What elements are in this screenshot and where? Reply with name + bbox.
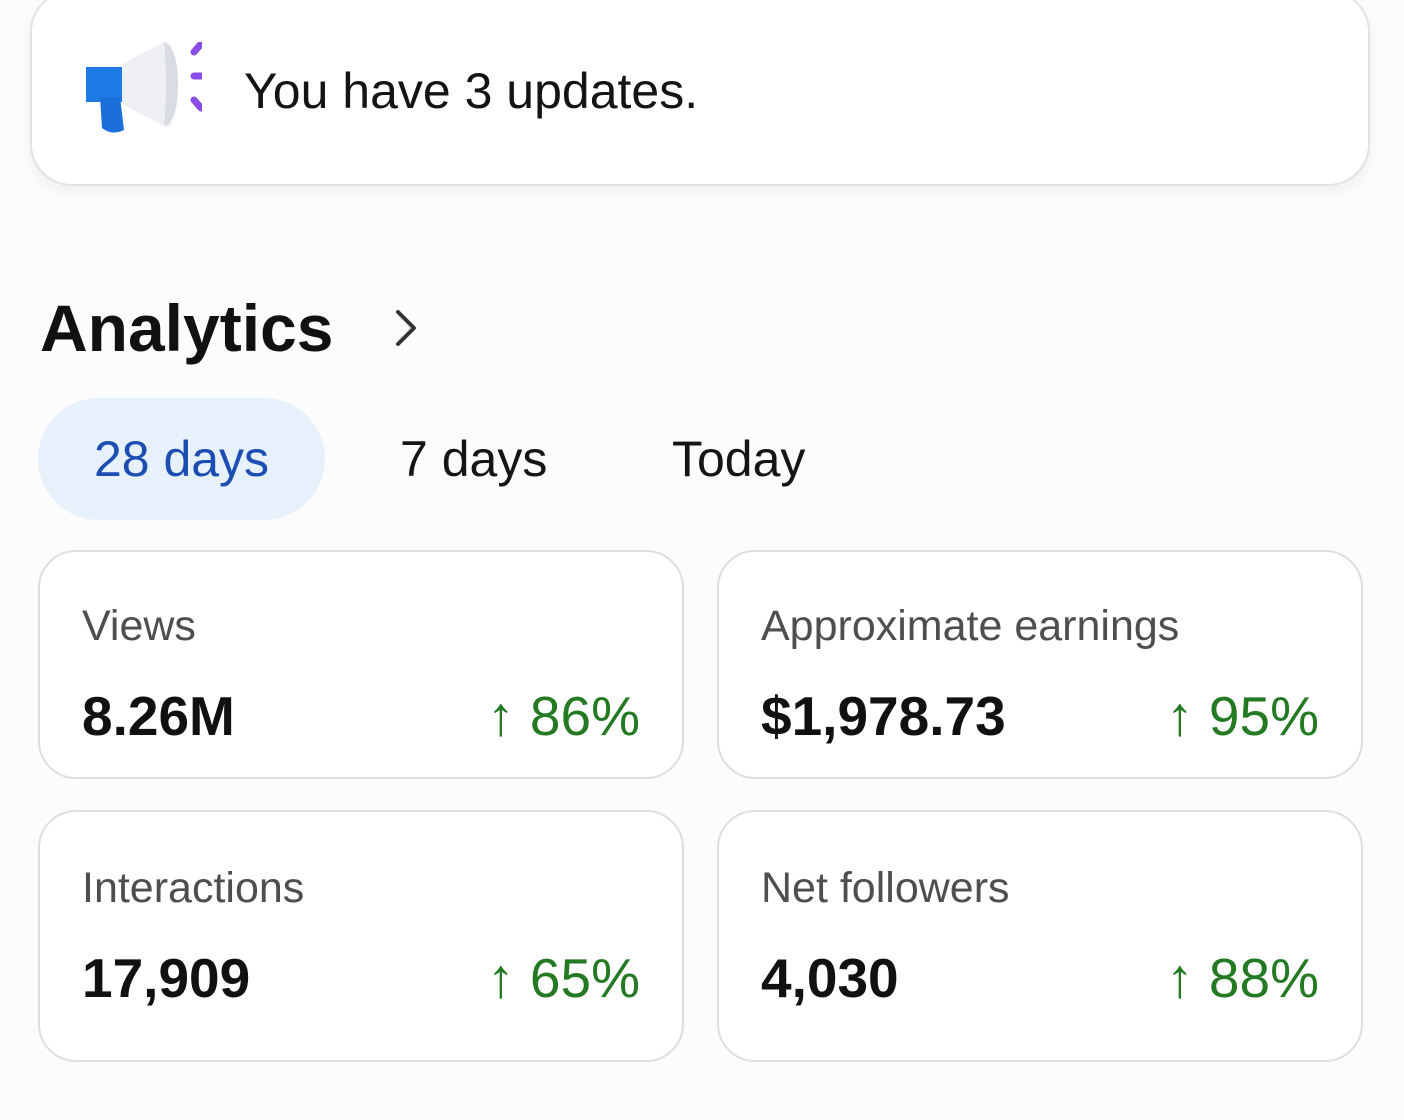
tab[interactable]: Today: [672, 431, 806, 487]
tab[interactable]: 7 days: [400, 431, 548, 487]
stat-value: 4,030: [761, 947, 899, 1009]
stat-card[interactable]: Interactions 17,909 ↑ 65%: [38, 810, 684, 1062]
stat-change: ↑ 86%: [487, 685, 640, 747]
tab[interactable]: 28 days: [38, 398, 325, 520]
stat-value: 8.26M: [82, 685, 235, 747]
stat-change: ↑ 65%: [487, 947, 640, 1009]
stat-value: $1,978.73: [761, 685, 1006, 747]
section-title[interactable]: Analytics: [40, 291, 334, 365]
stat-label: Net followers: [761, 864, 1010, 912]
stat-label: Approximate earnings: [761, 602, 1180, 650]
stat-value: 17,909: [82, 947, 251, 1009]
stat-change: ↑ 95%: [1166, 685, 1319, 747]
megaphone-icon: [86, 42, 202, 133]
notification-card[interactable]: You have 3 updates.: [30, 0, 1370, 186]
chevron-icon[interactable]: [392, 308, 422, 348]
stat-card[interactable]: Net followers 4,030 ↑ 88%: [717, 810, 1363, 1062]
stat-card[interactable]: Approximate earnings $1,978.73 ↑ 95%: [717, 550, 1363, 779]
stat-label: Interactions: [82, 864, 305, 912]
stat-label: Views: [82, 602, 196, 650]
stat-card[interactable]: Views 8.26M ↑ 86%: [38, 550, 684, 779]
notification-text: You have 3 updates.: [244, 63, 699, 119]
stat-change: ↑ 88%: [1166, 947, 1319, 1009]
